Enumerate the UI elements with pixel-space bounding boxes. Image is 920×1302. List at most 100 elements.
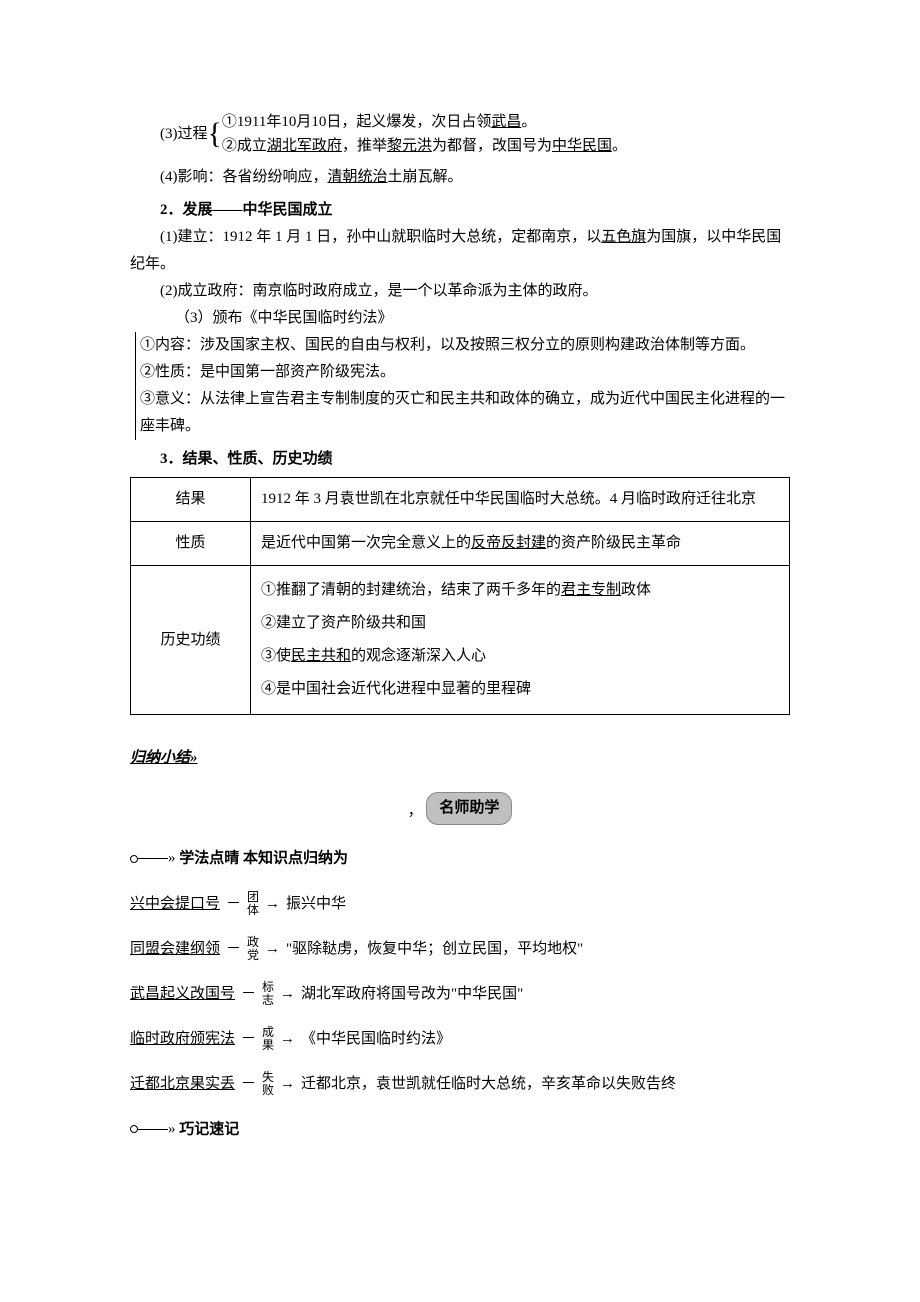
process-label: (3)过程 <box>130 121 208 148</box>
heading-result: 3．结果、性质、历史功绩 <box>130 446 790 473</box>
constitution-content-2: ②性质：是中国第一部资产阶级宪法。 <box>140 359 790 386</box>
arrow-icon: → <box>265 936 280 963</box>
mnemonic-text: 湖北军政府将国号改为"中华民国" <box>301 981 523 1008</box>
arrow-icon: → <box>280 981 295 1008</box>
constitution-title: （3）颁布《中华民国临时约法》 <box>130 305 790 332</box>
arrow-head-icon: » <box>168 1116 176 1143</box>
text: (4)影响：各省纷纷响应， <box>160 169 328 185</box>
underline-wuchang: 武昌 <box>491 114 521 130</box>
text: ①推翻了清朝的封建统治，结束了两千多年的 <box>261 582 561 598</box>
comma: ， <box>408 803 423 819</box>
line-icon <box>138 1129 168 1130</box>
badge-row: ， 名师助学 <box>130 792 790 825</box>
quick-memo-row: » 巧记速记 <box>130 1116 790 1144</box>
text: ①1911年10月10日，起义爆发，次日占领 <box>222 114 491 130</box>
line-icon <box>138 858 168 859</box>
mnemonic-text: 迁都北京，袁世凯就任临时大总统，辛亥革命以失败告终 <box>301 1071 676 1098</box>
mnemonic-text: 振兴中华 <box>286 891 346 918</box>
underline-qing: 清朝统治 <box>328 169 388 185</box>
row-label-nature: 性质 <box>131 522 251 566</box>
text: 政体 <box>621 582 651 598</box>
underline-hubei-gov: 湖北军政府 <box>267 138 342 154</box>
mnemonic-box: 临时政府颁宪法 <box>130 1026 235 1053</box>
process-brace: (3)过程 { ①1911年10月10日，起义爆发，次日占领武昌。 ②成立湖北军… <box>130 110 790 158</box>
table-row: 历史功绩 ①推翻了清朝的封建统治，结束了两千多年的君主专制政体 ②建立了资产阶级… <box>131 566 790 715</box>
mnemonic-list: 兴中会提口号 － 团体 → 振兴中华 同盟会建纲领 － 政党 → "驱除鞑虏，恢… <box>130 891 790 1098</box>
text: 土崩瓦解。 <box>388 169 463 185</box>
underline-monarchy: 君主专制 <box>561 582 621 598</box>
row-label-result: 结果 <box>131 478 251 522</box>
constitution-brace: ①内容：涉及国家主权、国民的自由与权利，以及按照三权分立的原则构建政治体制等方面… <box>135 332 791 440</box>
underline-roc: 中华民国 <box>552 138 612 154</box>
dash: － <box>226 936 241 963</box>
dash: － <box>241 1071 256 1098</box>
mnemonic-tag: 政党 <box>247 936 259 962</box>
process-content: ①1911年10月10日，起义爆发，次日占领武昌。 ②成立湖北军政府，推举黎元洪… <box>222 110 627 158</box>
arrow-head-icon: » <box>168 845 176 872</box>
achievement-3: ③使民主共和的观念逐渐深入人心 <box>261 640 779 673</box>
heading-development: 2．发展——中华民国成立 <box>130 197 790 224</box>
row-label-achievement: 历史功绩 <box>131 566 251 715</box>
underline-anti: 反帝反封建 <box>471 535 546 551</box>
text: (1)建立：1912 年 1 月 1 日，孙中山就职临时大总统，定都南京，以 <box>160 229 601 245</box>
gov-line: (2)成立政府：南京临时政府成立，是一个以革命派为主体的政府。 <box>130 278 790 305</box>
process-line-2: ②成立湖北军政府，推举黎元洪为都督，改国号为中华民国。 <box>222 134 627 158</box>
text: 。 <box>521 114 536 130</box>
tag-bot: 志 <box>262 994 274 1007</box>
constitution-content-1: ①内容：涉及国家主权、国民的自由与权利，以及按照三权分立的原则构建政治体制等方面… <box>140 332 790 359</box>
teacher-badge: 名师助学 <box>426 792 512 825</box>
underline-democracy: 民主共和 <box>291 648 351 664</box>
table-row: 性质 是近代中国第一次完全意义上的反帝反封建的资产阶级民主革命 <box>131 522 790 566</box>
mnemonic-tag: 成果 <box>262 1026 274 1052</box>
circle-icon <box>130 1125 138 1133</box>
mnemonic-item: 临时政府颁宪法 － 成果 → 《中华民国临时约法》 <box>130 1026 790 1053</box>
summary-marker: 归纳小结» <box>130 745 790 772</box>
text: ，推举 <box>342 138 387 154</box>
mnemonic-box: 武昌起义改国号 <box>130 981 235 1008</box>
impact-line: (4)影响：各省纷纷响应，清朝统治土崩瓦解。 <box>130 164 790 191</box>
founding-line: (1)建立：1912 年 1 月 1 日，孙中山就职临时大总统，定都南京，以五色… <box>130 224 790 278</box>
mnemonic-item: 同盟会建纲领 － 政党 → "驱除鞑虏，恢复中华；创立民国，平均地权" <box>130 936 790 963</box>
process-line-1: ①1911年10月10日，起义爆发，次日占领武昌。 <box>222 110 627 134</box>
text: 。 <box>612 138 627 154</box>
mnemonic-item: 迁都北京果实丢 － 失败 → 迁都北京，袁世凯就任临时大总统，辛亥革命以失败告终 <box>130 1071 790 1098</box>
arrow-icon: → <box>280 1026 295 1053</box>
mnemonic-tag: 团体 <box>247 891 259 917</box>
row-content-nature: 是近代中国第一次完全意义上的反帝反封建的资产阶级民主革命 <box>251 522 790 566</box>
quick-memo-title: 巧记速记 <box>179 1121 239 1137</box>
brace-icon: { <box>208 119 222 149</box>
method-title-row: » 学法点晴 本知识点归纳为 <box>130 845 790 873</box>
mnemonic-item: 武昌起义改国号 － 标志 → 湖北军政府将国号改为"中华民国" <box>130 981 790 1008</box>
constitution-content-3: ③意义：从法律上宣告君主专制制度的灭亡和民主共和政体的确立，成为近代中国民主化进… <box>140 386 790 440</box>
cell-text: 是近代中国第一次完全意义上的反帝反封建的资产阶级民主革命 <box>261 535 681 551</box>
tag-bot: 败 <box>262 1084 274 1097</box>
text: 为都督，改国号为 <box>432 138 552 154</box>
arrow-icon: → <box>265 891 280 918</box>
text: ②成立 <box>222 138 267 154</box>
underline-flag: 五色旗 <box>601 229 646 245</box>
summary-text: 归纳小结 <box>130 750 190 766</box>
dash: － <box>226 891 241 918</box>
mnemonic-tag: 标志 <box>262 981 274 1007</box>
tag-bot: 党 <box>247 949 259 962</box>
text: 的观念逐渐深入人心 <box>351 648 486 664</box>
cell-text: 1912 年 3 月袁世凯在北京就任中华民国临时大总统。4 月临时政府迁往北京 <box>261 486 779 513</box>
arrow-prefix-icon: » <box>130 1116 176 1143</box>
mnemonic-box: 迁都北京果实丢 <box>130 1071 235 1098</box>
row-content-result: 1912 年 3 月袁世凯在北京就任中华民国临时大总统。4 月临时政府迁往北京 <box>251 478 790 522</box>
method-title: 学法点晴 本知识点归纳为 <box>179 851 348 867</box>
tag-bot: 果 <box>262 1039 274 1052</box>
mnemonic-item: 兴中会提口号 － 团体 → 振兴中华 <box>130 891 790 918</box>
row-content-achievement: ①推翻了清朝的封建统治，结束了两千多年的君主专制政体 ②建立了资产阶级共和国 ③… <box>251 566 790 715</box>
table-row: 结果 1912 年 3 月袁世凯在北京就任中华民国临时大总统。4 月临时政府迁往… <box>131 478 790 522</box>
achievement-4: ④是中国社会近代化进程中显著的里程碑 <box>261 673 779 706</box>
mnemonic-tag: 失败 <box>262 1071 274 1097</box>
mnemonic-box: 同盟会建纲领 <box>130 936 220 963</box>
mnemonic-text: 《中华民国临时约法》 <box>301 1026 451 1053</box>
circle-icon <box>130 855 138 863</box>
arrow-icon: → <box>280 1071 295 1098</box>
achievement-1: ①推翻了清朝的封建统治，结束了两千多年的君主专制政体 <box>261 574 779 607</box>
dash: － <box>241 981 256 1008</box>
achievement-2: ②建立了资产阶级共和国 <box>261 607 779 640</box>
arrow-icon: » <box>190 750 198 766</box>
